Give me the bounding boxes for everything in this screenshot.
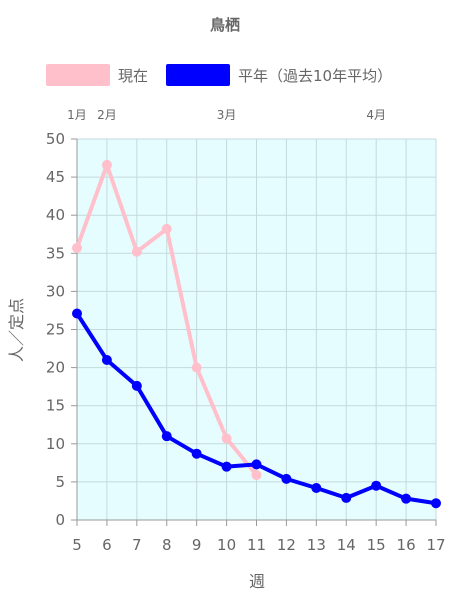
x-tick-label: 7: [132, 536, 142, 554]
x-tick-label: 15: [367, 536, 386, 554]
y-tick-label: 35: [46, 244, 65, 262]
y-axis-ticks: 0 5 10 15 20 25 30 35 40 45 50: [46, 130, 77, 529]
series-average: [72, 308, 441, 509]
data-point[interactable]: [191, 448, 202, 459]
legend-item-current[interactable]: 現在: [46, 64, 148, 86]
legend-swatch-current: [46, 64, 110, 86]
month-labels: 1月 2月 3月 4月: [67, 108, 386, 122]
x-axis-title: 週: [249, 572, 265, 591]
data-point[interactable]: [131, 380, 142, 391]
data-point[interactable]: [431, 498, 441, 509]
y-tick-label: 50: [46, 130, 65, 148]
data-point[interactable]: [72, 308, 82, 319]
data-point[interactable]: [341, 492, 352, 503]
data-point[interactable]: [251, 470, 262, 481]
series-layer: [72, 159, 441, 509]
x-tick-label: 17: [426, 536, 445, 554]
x-tick-label: 12: [277, 536, 296, 554]
grid-lines: [76, 138, 437, 521]
data-point[interactable]: [311, 482, 322, 493]
y-tick-label: 45: [46, 168, 65, 186]
data-point[interactable]: [72, 242, 82, 253]
y-tick-label: 10: [46, 435, 65, 453]
legend-label-current: 現在: [118, 67, 148, 85]
data-point[interactable]: [221, 433, 232, 444]
x-tick-label: 13: [307, 536, 326, 554]
legend-label-average: 平年（過去10年平均）: [238, 67, 392, 85]
x-tick-label: 9: [192, 536, 202, 554]
y-tick-label: 25: [46, 321, 65, 339]
y-tick-label: 0: [55, 511, 65, 529]
x-tick-label: 16: [397, 536, 416, 554]
legend-item-average[interactable]: 平年（過去10年平均）: [166, 64, 392, 86]
data-point[interactable]: [401, 493, 412, 504]
data-point[interactable]: [371, 480, 382, 491]
data-point[interactable]: [221, 461, 232, 472]
data-point[interactable]: [281, 473, 292, 484]
legend-swatch-average: [166, 64, 230, 86]
x-axis-ticks: 5 6 7 8 9 10 11 12 13 14 15 16 17: [72, 520, 446, 554]
data-point[interactable]: [161, 223, 172, 234]
x-tick-label: 6: [102, 536, 112, 554]
y-tick-label: 5: [55, 473, 65, 491]
x-tick-label: 8: [162, 536, 172, 554]
month-label: 1月: [67, 108, 87, 122]
data-point[interactable]: [101, 354, 112, 365]
x-tick-label: 5: [72, 536, 82, 554]
x-tick-label: 11: [247, 536, 266, 554]
y-tick-label: 30: [46, 282, 65, 300]
x-tick-label: 10: [217, 536, 236, 554]
y-axis-title: 人／定点: [7, 298, 26, 362]
legend: 現在 平年（過去10年平均）: [46, 64, 392, 86]
x-tick-label: 14: [337, 536, 356, 554]
data-point[interactable]: [161, 431, 172, 442]
series-current: [72, 159, 262, 481]
data-point[interactable]: [101, 159, 112, 170]
chart-title: 鳥栖: [210, 16, 240, 34]
month-label: 4月: [366, 108, 386, 122]
y-tick-label: 15: [46, 397, 65, 415]
month-label: 2月: [97, 108, 117, 122]
axes: [71, 139, 436, 526]
month-label: 3月: [217, 108, 237, 122]
data-point[interactable]: [191, 362, 202, 373]
data-point[interactable]: [131, 246, 142, 257]
y-tick-label: 40: [46, 206, 65, 224]
data-point[interactable]: [251, 459, 262, 470]
y-tick-label: 20: [46, 359, 65, 377]
